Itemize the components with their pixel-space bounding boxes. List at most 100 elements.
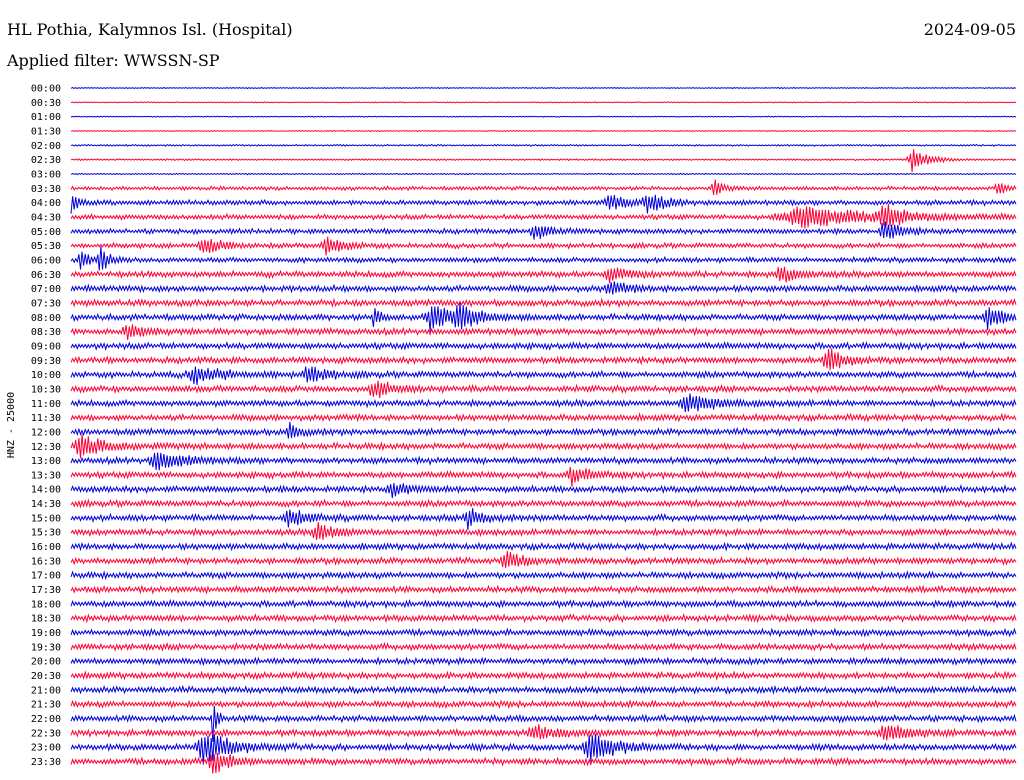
- trace-1400: [70, 483, 1017, 499]
- trace-1530: [70, 522, 1017, 540]
- time-label: 23:30: [31, 757, 61, 768]
- trace-2330: [70, 753, 1017, 774]
- trace-1200: [70, 421, 1017, 439]
- time-label: 22:00: [31, 714, 61, 725]
- filter-label: Applied filter: WWSSN-SP: [7, 51, 220, 70]
- trace-0800: [70, 302, 1017, 332]
- trace-1100: [70, 393, 1017, 413]
- time-label: 19:30: [31, 642, 61, 653]
- time-label: 08:00: [31, 313, 61, 324]
- trace-1730: [70, 584, 1017, 595]
- trace-0830: [70, 324, 1017, 340]
- time-label: 00:00: [31, 84, 61, 95]
- time-label: 16:30: [31, 556, 61, 567]
- time-label: 03:30: [31, 184, 61, 195]
- trace-0900: [70, 340, 1017, 352]
- trace-0230: [70, 149, 1017, 173]
- trace-0030: [70, 101, 1017, 104]
- trace-2100: [70, 684, 1017, 695]
- time-label: 16:00: [31, 542, 61, 553]
- time-label: 04:30: [31, 212, 61, 223]
- time-label: 20:00: [31, 657, 61, 668]
- trace-1430: [70, 498, 1017, 509]
- trace-group: [70, 86, 1017, 774]
- time-label: 20:30: [31, 671, 61, 682]
- time-label: 06:30: [31, 270, 61, 281]
- time-label: 02:30: [31, 155, 61, 166]
- trace-1830: [70, 613, 1017, 624]
- time-label: 21:30: [31, 700, 61, 711]
- trace-0930: [70, 348, 1017, 371]
- trace-1130: [70, 412, 1017, 423]
- y-axis-label: HNZ - 25000: [6, 392, 17, 458]
- trace-0400: [70, 194, 1017, 214]
- trace-0330: [70, 179, 1017, 195]
- trace-2300: [70, 733, 1017, 765]
- trace-2200: [70, 705, 1017, 742]
- time-label: 10:30: [31, 384, 61, 395]
- time-label: 10:00: [31, 370, 61, 381]
- trace-0300: [70, 172, 1017, 176]
- trace-0100: [70, 115, 1017, 118]
- trace-0530: [70, 236, 1017, 256]
- trace-0200: [70, 143, 1017, 148]
- trace-0130: [70, 129, 1017, 133]
- time-label: 01:00: [31, 112, 61, 123]
- time-label: 04:00: [31, 198, 61, 209]
- trace-1330: [70, 467, 1017, 487]
- trace-1630: [70, 550, 1017, 568]
- time-label: 14:30: [31, 499, 61, 510]
- trace-2030: [70, 670, 1017, 681]
- time-label: 11:30: [31, 413, 61, 424]
- time-label: 07:30: [31, 298, 61, 309]
- time-label: 17:30: [31, 585, 61, 596]
- time-label: 02:00: [31, 141, 61, 152]
- trace-0600: [70, 246, 1017, 271]
- trace-1930: [70, 641, 1017, 652]
- time-label: 13:30: [31, 470, 61, 481]
- trace-0730: [70, 297, 1017, 309]
- time-label-group: 00:00 00:30 01:00 01:30 02:00 02:30 03:00 03:30…: [31, 84, 61, 769]
- time-label: 07:00: [31, 284, 61, 295]
- time-label: 13:00: [31, 456, 61, 467]
- time-label: 18:30: [31, 614, 61, 625]
- time-label: 19:00: [31, 628, 61, 639]
- trace-1700: [70, 570, 1017, 581]
- time-label: 12:00: [31, 427, 61, 438]
- trace-0700: [70, 281, 1017, 295]
- time-label: 14:00: [31, 485, 61, 496]
- trace-0630: [70, 266, 1017, 284]
- time-label: 11:00: [31, 399, 61, 410]
- time-label: 06:00: [31, 255, 61, 266]
- time-label: 01:30: [31, 126, 61, 137]
- time-label: 05:00: [31, 227, 61, 238]
- time-label: 03:00: [31, 169, 61, 180]
- trace-0430: [70, 203, 1017, 229]
- trace-1800: [70, 598, 1017, 610]
- trace-1300: [70, 452, 1017, 471]
- station-title: HL Pothia, Kalymnos Isl. (Hospital): [7, 20, 293, 39]
- time-label: 22:30: [31, 728, 61, 739]
- trace-1000: [70, 366, 1017, 385]
- time-label: 00:30: [31, 98, 61, 109]
- time-label: 12:30: [31, 442, 61, 453]
- time-label: 17:00: [31, 571, 61, 582]
- trace-1900: [70, 627, 1017, 638]
- time-label: 09:30: [31, 356, 61, 367]
- trace-2000: [70, 656, 1017, 667]
- time-label: 09:00: [31, 341, 61, 352]
- time-label: 15:30: [31, 528, 61, 539]
- time-label: 21:00: [31, 685, 61, 696]
- time-label: 23:00: [31, 743, 61, 754]
- trace-0500: [70, 221, 1017, 240]
- time-label: 15:00: [31, 513, 61, 524]
- trace-1500: [70, 508, 1017, 531]
- trace-1230: [70, 433, 1017, 459]
- time-label: 05:30: [31, 241, 61, 252]
- trace-2130: [70, 698, 1017, 710]
- trace-1600: [70, 541, 1017, 552]
- time-label: 08:30: [31, 327, 61, 338]
- trace-1030: [70, 380, 1017, 398]
- trace-2230: [70, 724, 1017, 741]
